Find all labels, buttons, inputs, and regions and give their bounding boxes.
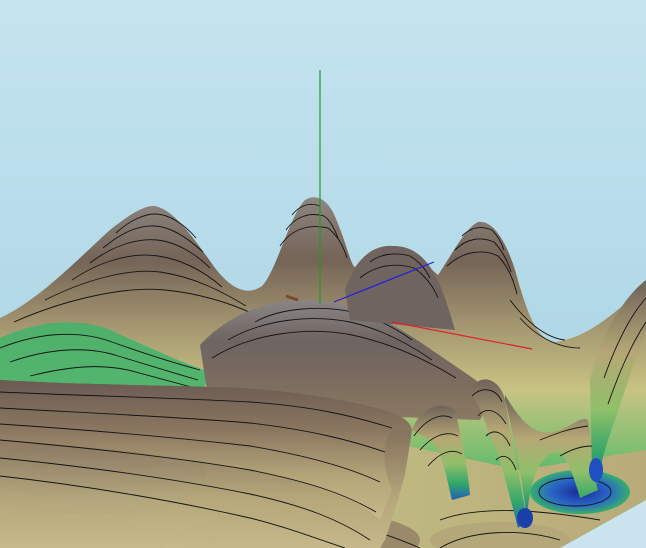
- axes-triad: [285, 70, 533, 350]
- z-axis-line: [333, 261, 435, 303]
- right-walls: [412, 280, 646, 528]
- x-axis-line: [391, 321, 533, 350]
- front-ribbon: [0, 380, 412, 548]
- axis-origin-marker: [285, 294, 299, 302]
- mid-peak: [345, 246, 455, 330]
